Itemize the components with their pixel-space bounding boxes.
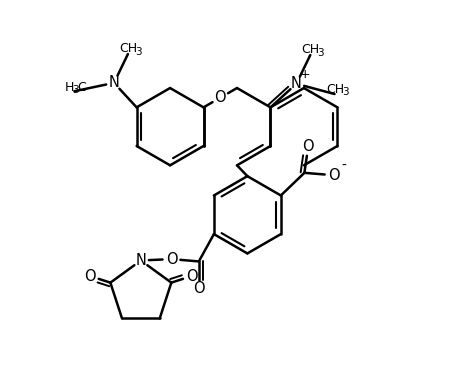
Text: 3: 3 — [73, 85, 79, 95]
Text: N: N — [109, 75, 119, 90]
Text: 3: 3 — [135, 47, 142, 57]
Text: O: O — [186, 269, 197, 284]
Text: C: C — [78, 81, 86, 94]
Text: O: O — [328, 168, 339, 183]
Text: N: N — [136, 253, 146, 268]
Text: N: N — [291, 76, 302, 91]
Text: CH: CH — [301, 43, 319, 57]
Text: 3: 3 — [342, 87, 349, 97]
Text: H: H — [64, 81, 74, 94]
Text: O: O — [193, 281, 205, 296]
Text: 3: 3 — [318, 48, 324, 58]
Text: O: O — [214, 90, 226, 105]
Text: +: + — [300, 68, 310, 81]
Text: CH: CH — [326, 83, 344, 96]
Text: O: O — [84, 269, 96, 284]
Text: O: O — [302, 140, 314, 154]
Text: -: - — [342, 159, 346, 173]
Text: O: O — [166, 252, 177, 267]
Text: CH: CH — [119, 43, 137, 55]
